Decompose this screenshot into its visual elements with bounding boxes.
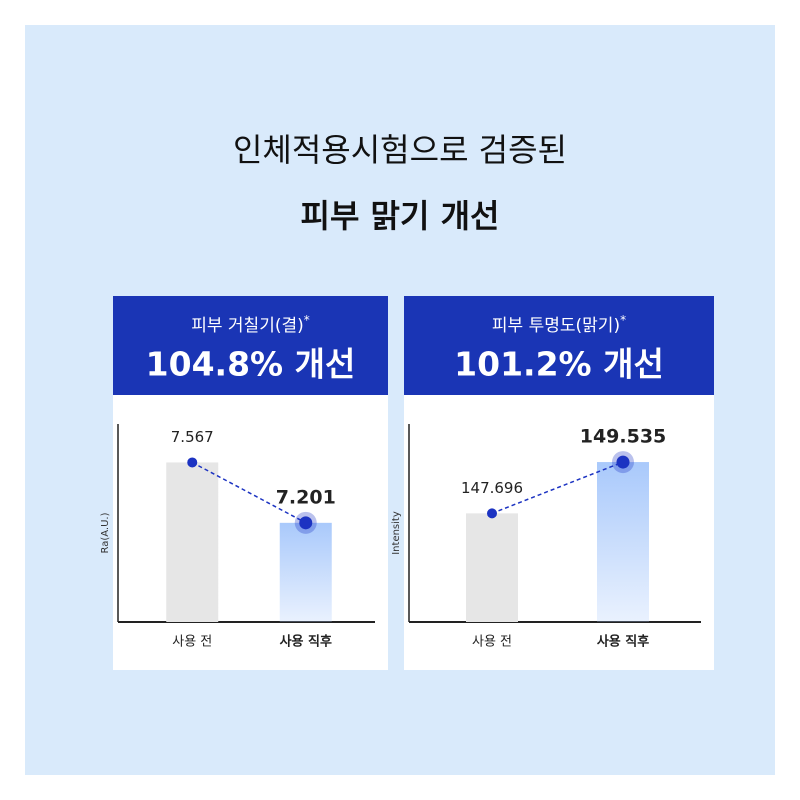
- x-tick-label: 사용 전: [172, 635, 212, 650]
- bar: [597, 462, 649, 622]
- bar: [466, 513, 518, 622]
- value-label: 7.201: [276, 486, 336, 508]
- bar: [166, 462, 219, 622]
- value-label: 149.535: [580, 426, 667, 448]
- card-highlight: 104.8% 개선: [146, 345, 356, 384]
- connector-line: [191, 461, 307, 524]
- card-highlight: 101.2% 개선: [454, 345, 664, 384]
- x-tick-label: 사용 전: [472, 635, 512, 650]
- subtitle-text: 피부 거칠기(결): [191, 316, 304, 336]
- y-axis-label: Ra(A.U.): [100, 512, 111, 553]
- headline: 인체적용시험으로 검증된: [233, 131, 567, 169]
- subtitle-text: 피부 투명도(맑기): [492, 316, 620, 336]
- headline-bold: 피부 맑기 개선: [301, 197, 500, 235]
- bar: [279, 522, 332, 622]
- value-label: 7.567: [171, 428, 214, 446]
- footnote-marker: *: [620, 313, 626, 327]
- point: [187, 457, 198, 468]
- connector-line: [491, 461, 624, 515]
- y-axis-label: Intensity: [391, 511, 402, 555]
- value-label: 147.696: [461, 479, 523, 497]
- x-tick-label: 사용 직후: [597, 634, 649, 650]
- footnote-marker: *: [304, 313, 310, 327]
- point: [487, 508, 497, 519]
- point: [299, 516, 313, 530]
- card-header: [404, 296, 714, 395]
- point: [616, 455, 630, 469]
- card-subtitle: 피부 거칠기(결)*: [191, 313, 310, 337]
- x-tick-label: 사용 직후: [280, 634, 332, 650]
- card-subtitle: 피부 투명도(맑기)*: [492, 313, 626, 337]
- card-header: [113, 296, 388, 395]
